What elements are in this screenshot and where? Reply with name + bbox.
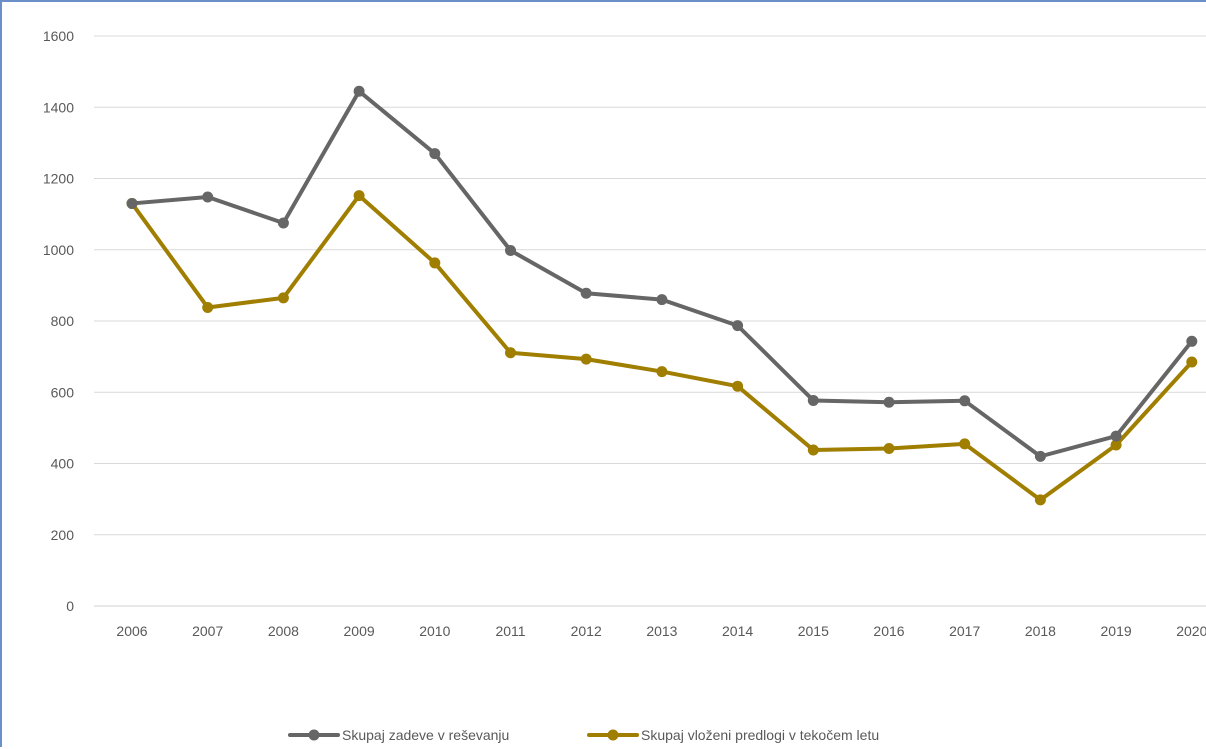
data-point: [1186, 356, 1198, 368]
legend-label-1: Skupaj vloženi predlogi v tekočem letu: [641, 727, 879, 743]
data-point: [959, 438, 971, 450]
y-tick-label: 400: [51, 456, 75, 472]
data-point: [656, 366, 668, 378]
x-tick-label: 2010: [419, 623, 450, 639]
series-line-1: [130, 193, 1194, 502]
y-tick-label: 1000: [43, 242, 74, 258]
data-point: [883, 443, 895, 455]
y-tick-label: 1400: [43, 99, 74, 115]
x-tick-label: 2009: [344, 623, 375, 639]
data-point: [505, 347, 516, 359]
x-tick-label: 2006: [116, 623, 147, 639]
data-point: [807, 444, 819, 456]
data-point: [1186, 335, 1198, 347]
data-point: [732, 320, 744, 332]
data-point: [202, 191, 214, 203]
data-point: [277, 217, 289, 229]
data-point: [580, 353, 592, 365]
x-tick-label: 2020: [1176, 623, 1206, 639]
x-tick-label: 2012: [571, 623, 602, 639]
data-point: [1110, 430, 1122, 442]
data-point: [656, 294, 668, 306]
data-point: [1034, 494, 1046, 506]
data-point: [1034, 450, 1046, 462]
y-tick-label: 1200: [43, 171, 74, 187]
data-point: [202, 301, 214, 313]
y-tick-label: 600: [51, 384, 75, 400]
y-tick-label: 800: [51, 313, 75, 329]
data-point: [429, 148, 441, 160]
x-tick-label: 2018: [1025, 623, 1056, 639]
data-point: [429, 257, 441, 269]
y-tick-label: 0: [66, 598, 74, 614]
y-tick-label: 200: [51, 527, 75, 543]
data-point: [126, 197, 138, 209]
x-tick-label: 2013: [646, 623, 677, 639]
x-tick-label: 2014: [722, 623, 753, 639]
data-point: [1110, 439, 1122, 451]
data-point: [732, 380, 744, 392]
x-tick-label: 2008: [268, 623, 299, 639]
data-point: [277, 292, 289, 304]
data-point: [353, 85, 365, 97]
x-tick-label: 2015: [798, 623, 829, 639]
data-point: [353, 190, 365, 202]
data-point: [883, 396, 895, 408]
legend-label-0: Skupaj zadeve v reševanju: [342, 727, 509, 743]
x-tick-label: 2016: [873, 623, 904, 639]
data-point: [580, 287, 592, 299]
series-line-0: [130, 89, 1194, 459]
x-tick-label: 2011: [495, 623, 525, 639]
legend-marker-1: [607, 729, 619, 741]
data-point: [807, 394, 819, 406]
y-tick-label: 1600: [43, 28, 74, 44]
legend-marker-0: [308, 729, 320, 741]
x-tick-label: 2007: [192, 623, 223, 639]
x-tick-label: 2019: [1101, 623, 1132, 639]
data-point: [959, 395, 971, 407]
data-point: [505, 244, 516, 256]
x-tick-label: 2017: [949, 623, 980, 639]
